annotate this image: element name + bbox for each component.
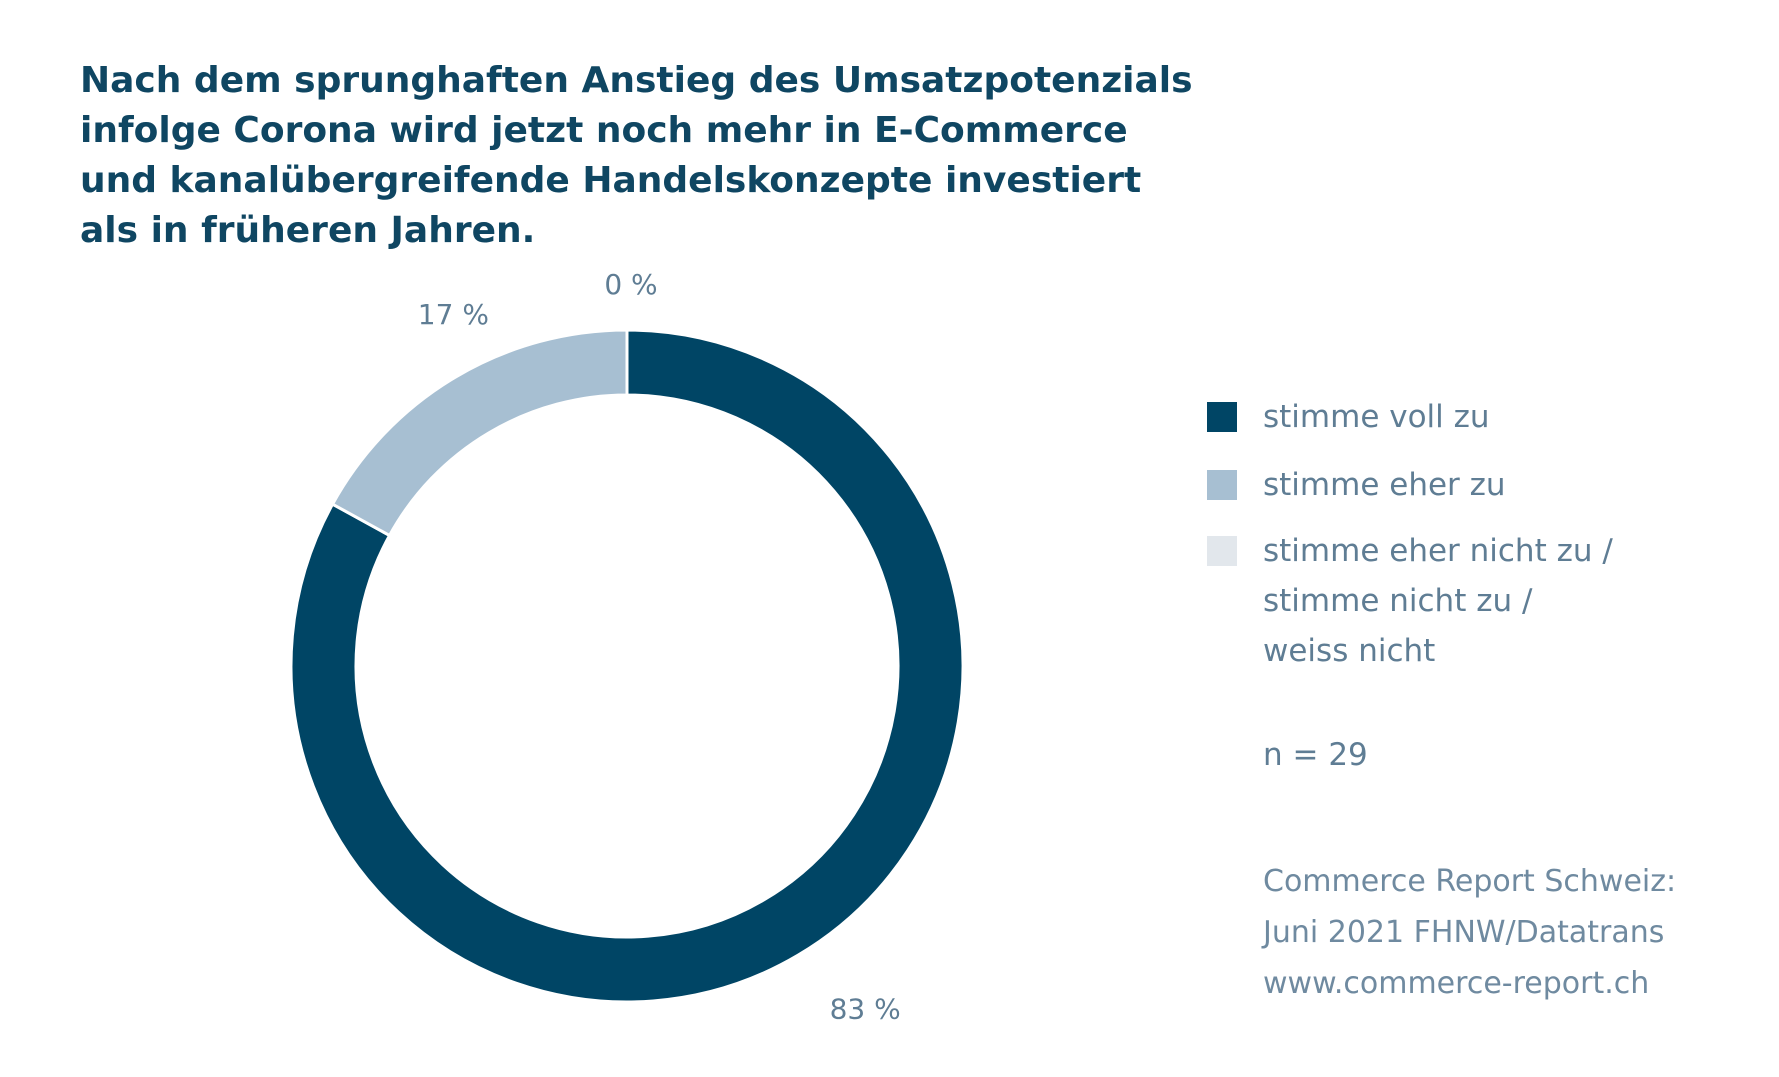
legend-label-nicht-line-3: weiss nicht [1263,633,1436,669]
source-line-3: www.commerce-report.ch [1263,966,1650,1001]
label-nicht: 0 % [604,268,657,301]
chart-title-line-4: als in früheren Jahren. [80,210,536,251]
chart-title: Nach dem sprunghaften Anstieg des Umsatz… [80,56,1193,256]
legend-swatch-voll [1207,402,1237,432]
label-voll: 83 % [830,993,901,1026]
legend-label-eher: stimme eher zu [1263,460,1767,510]
legend-label-voll-line-1: stimme voll zu [1263,399,1490,435]
chart-title-line-2: infolge Corona wird jetzt noch mehr in E… [80,110,1128,151]
sample-size-note: n = 29 [1263,737,1368,773]
label-eher: 17 % [418,298,489,331]
legend-label-eher-line-1: stimme eher zu [1263,467,1506,503]
chart-title-line-3: und kanalübergreifende Handelskonzepte i… [80,160,1142,201]
slice-voll [289,328,965,1004]
legend-label-nicht: stimme eher nicht zu / stimme nicht zu /… [1263,526,1767,676]
source-note: Commerce Report Schweiz: Juni 2021 FHNW/… [1263,856,1676,1009]
source-line-1: Commerce Report Schweiz: [1263,864,1677,899]
slice-eher [330,328,629,538]
legend-label-voll: stimme voll zu [1263,392,1767,442]
donut-chart: 83 % 17 % 0 % [289,268,965,1026]
legend-swatch-nicht [1207,536,1237,566]
legend-item-eher: stimme eher zu [1207,460,1767,510]
legend-label-nicht-line-2: stimme nicht zu / [1263,583,1533,619]
legend-item-voll: stimme voll zu [1207,392,1767,442]
legend-item-nicht: stimme eher nicht zu / stimme nicht zu /… [1207,526,1767,676]
legend-label-nicht-line-1: stimme eher nicht zu / [1263,533,1613,569]
chart-title-line-1: Nach dem sprunghaften Anstieg des Umsatz… [80,60,1193,101]
source-line-2: Juni 2021 FHNW/Datatrans [1263,915,1665,950]
legend-swatch-eher [1207,470,1237,500]
legend: stimme voll zu stimme eher zu stimme ehe… [1207,392,1767,676]
